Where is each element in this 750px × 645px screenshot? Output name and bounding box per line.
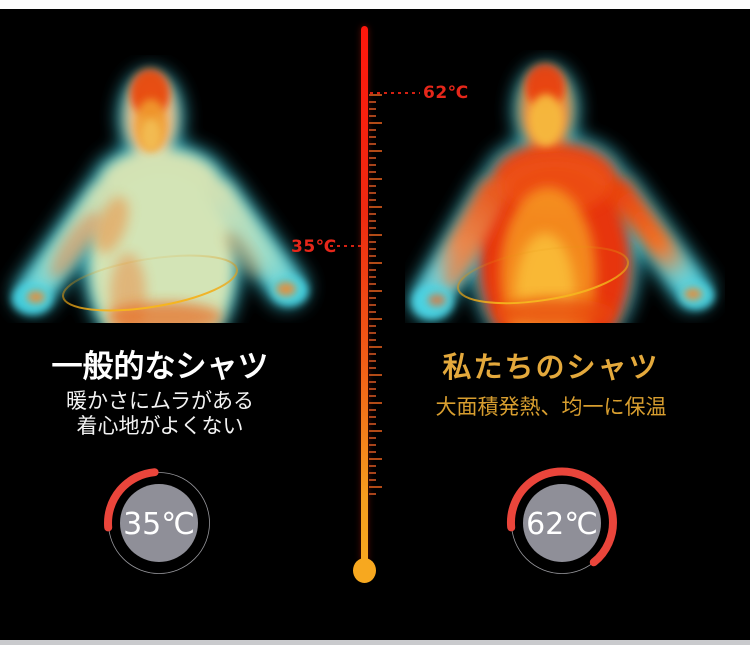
right-title: 私たちのシャツ bbox=[442, 350, 660, 384]
gauge-value-right: 62℃ bbox=[526, 507, 598, 542]
left-description: 暖かさにムラがある 着心地がよくない bbox=[10, 389, 310, 439]
temperature-gauge-right: 62℃ bbox=[506, 467, 617, 574]
left-title: 一般的なシャツ bbox=[51, 349, 269, 385]
waist-ring bbox=[456, 245, 630, 305]
temperature-gauge-left: 35℃ bbox=[104, 468, 210, 574]
gauge-value-left: 35℃ bbox=[123, 507, 195, 542]
gauge-disc bbox=[523, 484, 601, 562]
figure-heat-spots bbox=[12, 69, 308, 323]
thermometer-label-35: 35℃ bbox=[291, 237, 337, 257]
bottom-gray-strip bbox=[0, 640, 750, 645]
gauge-disc bbox=[120, 484, 198, 562]
left-description-line2: 着心地がよくない bbox=[76, 414, 244, 438]
dashed-line-35 bbox=[330, 245, 361, 247]
thermometer-bulb bbox=[353, 558, 376, 583]
thermometer-label-62: 62℃ bbox=[423, 83, 469, 103]
thermal-figure-our-shirt bbox=[409, 63, 714, 323]
dashed-line-62 bbox=[370, 92, 420, 94]
gauge-arc bbox=[506, 467, 617, 567]
right-description: 大面積発熱、均一に保温 bbox=[435, 395, 667, 419]
thermometer-major-ticks bbox=[369, 94, 382, 498]
gauge-arc bbox=[104, 468, 159, 532]
waist-ring bbox=[62, 254, 238, 312]
thermal-figure-regular-shirt bbox=[12, 69, 308, 323]
left-description-line1: 暖かさにムラがある bbox=[66, 389, 254, 413]
top-white-strip bbox=[0, 0, 750, 9]
figure-heat-spots bbox=[413, 64, 714, 323]
thermometer-stem bbox=[361, 26, 368, 563]
